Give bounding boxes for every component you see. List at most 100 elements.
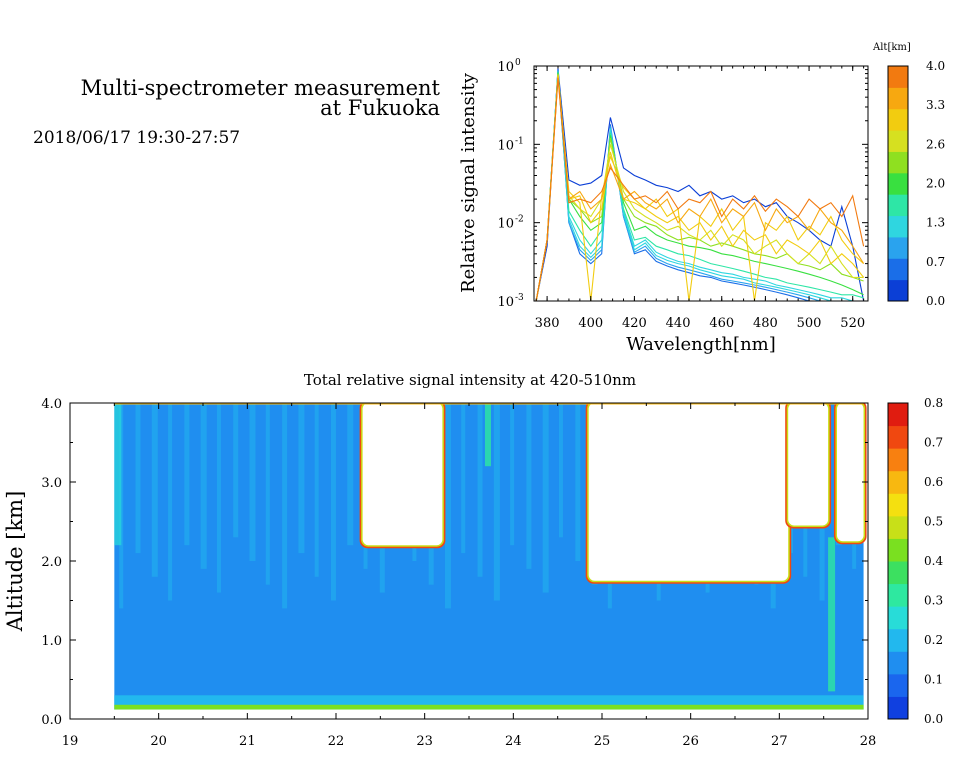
heatmap-streak <box>151 403 158 577</box>
spectrum-y-tick-label: 10 <box>497 217 514 232</box>
spectrum-plot-frame <box>533 65 869 302</box>
heatmap-surface-band-inner <box>114 704 864 710</box>
intensity-colorbar-segment <box>888 448 908 472</box>
altitude-colorbar-segment <box>888 215 908 238</box>
heatmap-x-tick-label: 25 <box>594 734 611 749</box>
spectrum-y-tick-label: 10 <box>497 295 514 310</box>
intensity-colorbar-segment <box>888 628 908 652</box>
heatmap-x-tick-label: 27 <box>771 734 788 749</box>
intensity-colorbar-label: 0.0 <box>924 712 943 726</box>
altitude-colorbar-segment <box>888 130 908 152</box>
spectrum-series-line <box>535 71 864 301</box>
heatmap-x-tick-label: 28 <box>860 734 877 749</box>
intensity-colorbar-segment <box>888 403 908 427</box>
intensity-colorbar-segment <box>888 606 908 630</box>
spectrum-series-line <box>535 72 864 301</box>
altitude-colorbar-label: 2.0 <box>926 177 945 191</box>
heatmap-y-axis-label: Altitude [km] <box>3 491 27 633</box>
altitude-colorbar-label: 4.0 <box>926 59 945 73</box>
altitude-colorbar-title: Alt[km] <box>872 42 911 53</box>
altitude-colorbar-label: 0.0 <box>926 294 945 308</box>
heatmap-streak <box>249 403 256 561</box>
altitude-colorbar-segment <box>888 279 908 302</box>
intensity-colorbar-segment <box>888 425 908 449</box>
heatmap-streak <box>575 403 581 561</box>
altitude-colorbar-frame <box>887 65 909 302</box>
spectrum-x-tick-label: 380 <box>535 316 560 331</box>
heatmap-top-edge <box>114 403 864 405</box>
heatmap-streak <box>542 403 549 593</box>
heatmap-y-tick-label: 4.0 <box>41 397 62 412</box>
altitude-colorbar-segment <box>888 172 908 195</box>
intensity-colorbar-label: 0.1 <box>924 673 943 687</box>
spectrum-y-tick-label: 10 <box>497 60 514 75</box>
figure-title-line1: Multi-spectrometer measurement <box>81 76 441 100</box>
heatmap-streak <box>184 403 190 546</box>
heatmap-no-data-region <box>362 403 443 546</box>
intensity-colorbar-segment <box>888 583 908 607</box>
altitude-colorbar-label: 0.7 <box>926 255 945 269</box>
heatmap-x-tick-label: 22 <box>328 734 345 749</box>
spectrum-x-ticks: 380 400 420 440 460 480 500 520 <box>535 66 865 331</box>
intensity-colorbar-segment <box>888 673 908 697</box>
spectrum-y-axis-label: Relative signal intensity <box>458 72 479 293</box>
altitude-colorbar-segment <box>888 236 908 259</box>
heatmap-x-tick-label: 24 <box>505 734 522 749</box>
intensity-colorbar: 0.8 0.7 0.6 0.5 0.4 0.3 0.2 0.1 0.0 <box>887 396 943 726</box>
intensity-colorbar-label: 0.6 <box>924 475 943 489</box>
intensity-colorbar-frame <box>887 402 909 720</box>
spectrum-y-tick-exponent: 0 <box>515 58 521 68</box>
heatmap-streak <box>558 403 563 538</box>
spectrum-series-line <box>535 69 864 301</box>
intensity-colorbar-segment <box>888 493 908 517</box>
altitude-colorbar-segment <box>888 258 908 281</box>
heatmap-streak-right <box>828 537 836 692</box>
heatmap-x-tick-label: 23 <box>416 734 433 749</box>
heatmap-x-tick-label: 21 <box>239 734 256 749</box>
heatmap-y-tick-label: 0.0 <box>41 713 62 728</box>
spectrum-x-tick-label: 520 <box>840 316 865 331</box>
heatmap-streak <box>216 403 221 593</box>
altitude-colorbar-segment <box>888 194 908 217</box>
spectrum-x-axis-label: Wavelength[nm] <box>626 334 776 355</box>
altitude-colorbar-segment <box>888 108 908 131</box>
spectrum-series-line <box>535 71 864 301</box>
heatmap-streak <box>347 403 354 546</box>
intensity-colorbar-label: 0.2 <box>924 633 943 647</box>
heatmap-streak <box>233 403 239 538</box>
heatmap-y-ticks: 0.0 1.0 2.0 3.0 4.0 <box>41 397 868 728</box>
heatmap-no-data-region <box>836 403 864 542</box>
heatmap-no-data-region <box>788 403 829 526</box>
intensity-colorbar-segment <box>888 696 908 720</box>
heatmap-x-tick-label: 19 <box>62 734 79 749</box>
heatmap-streak <box>477 403 483 577</box>
heatmap-streak-bright <box>484 403 491 467</box>
altitude-colorbar-segment <box>888 87 908 110</box>
spectrum-x-tick-label: 400 <box>578 316 603 331</box>
spectrum-series-line <box>535 77 865 301</box>
heatmap-streak <box>168 403 173 601</box>
spectrum-x-tick-label: 420 <box>622 316 647 331</box>
heatmap-streak <box>330 403 336 601</box>
heatmap-streak <box>282 403 288 609</box>
spectrum-series-line <box>535 75 865 301</box>
intensity-colorbar-label: 0.7 <box>924 436 943 450</box>
spectrum-x-tick-label: 460 <box>709 316 734 331</box>
spectrum-series-line <box>535 71 864 301</box>
spectrum-series-line <box>535 78 865 301</box>
heatmap-streak <box>526 403 532 569</box>
spectrum-series-line <box>535 70 864 301</box>
heatmap-x-ticks: 19 20 21 22 23 24 25 26 27 28 <box>62 403 877 749</box>
intensity-colorbar-segment <box>888 515 908 539</box>
heatmap-x-tick-label: 20 <box>150 734 167 749</box>
heatmap-title: Total relative signal intensity at 420-5… <box>304 371 636 389</box>
heatmap-streak <box>510 403 515 546</box>
heatmap-y-tick-label: 3.0 <box>41 476 62 491</box>
spectrum-series-group <box>535 68 865 301</box>
heatmap-streak-edge <box>114 403 122 546</box>
heatmap-no-data-region <box>588 403 789 581</box>
intensity-colorbar-segment <box>888 561 908 585</box>
intensity-colorbar-label: 0.3 <box>924 594 943 608</box>
